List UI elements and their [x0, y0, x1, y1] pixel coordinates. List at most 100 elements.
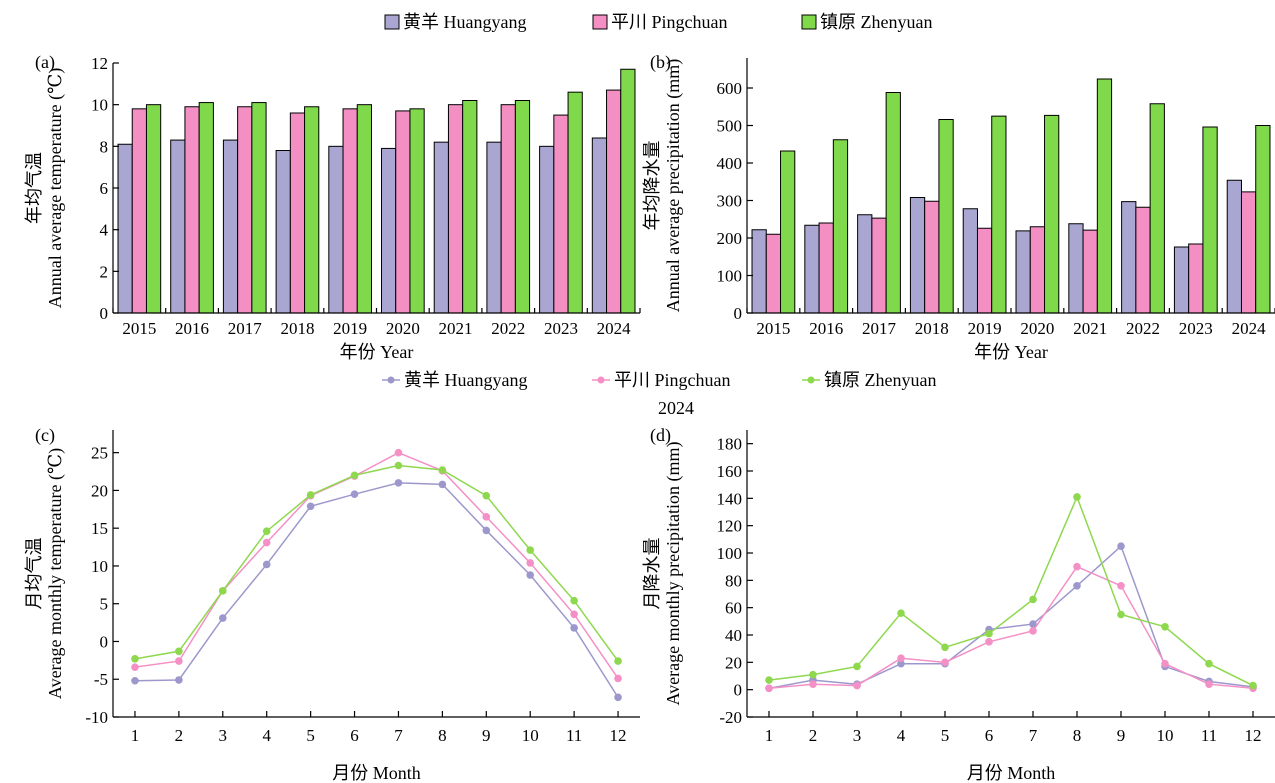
x-axis-label: 年份 Year	[340, 342, 414, 362]
y-tick-label: 0	[100, 304, 109, 323]
bar-huangyang	[751, 229, 767, 314]
bar-zhenyuan	[938, 119, 954, 314]
y-tick-label: 2	[100, 262, 109, 281]
data-point-pingchuan	[985, 638, 993, 646]
bar-zhenyuan	[145, 104, 162, 314]
y-axis-label-cn: 月均气温	[24, 538, 44, 610]
x-tick-label: 2023	[544, 319, 578, 338]
x-tick-label: 10	[522, 726, 539, 745]
y-axis-label-en: Average monthly precipitation (mm)	[663, 441, 684, 705]
bar-pingchuan	[553, 114, 569, 314]
y-axis-label: 月均气温Average monthly temperature (℃)	[24, 448, 66, 699]
y-tick-label: 400	[717, 154, 743, 173]
bar-pingchuan	[131, 108, 147, 314]
x-tick-label: 12	[1245, 726, 1262, 745]
y-axis-label-cn: 年均气温	[24, 152, 44, 224]
bar-pingchuan	[976, 227, 993, 314]
y-axis-label-en: Annual average precipitation (mm)	[663, 59, 684, 312]
data-point-zhenyuan	[482, 491, 491, 500]
bar-zhenyuan	[356, 104, 372, 314]
y-tick-label: 6	[100, 179, 109, 198]
data-point-zhenyuan	[438, 466, 447, 474]
x-tick-label: 2018	[280, 319, 314, 338]
data-point-huangyang	[1029, 620, 1037, 628]
x-tick-label: 2	[809, 726, 818, 745]
data-point-zhenyuan	[218, 587, 227, 595]
data-point-huangyang	[306, 502, 315, 511]
bar-zhenyuan	[1096, 78, 1113, 314]
y-tick-label: 80	[725, 571, 742, 590]
legend-line-label-zhenyuan: 镇原 Zhenyuan	[824, 370, 936, 390]
bar-pingchuan	[395, 110, 411, 314]
bar-pingchuan	[818, 222, 834, 314]
data-point-huangyang	[262, 560, 271, 569]
data-point-zhenyuan	[1073, 493, 1081, 501]
data-point-pingchuan	[175, 657, 183, 665]
y-axis-label: 年均降水量Annual average precipitation (mm)	[642, 59, 684, 312]
data-point-pingchuan	[614, 674, 622, 683]
series-line-pingchuan	[768, 565, 1254, 690]
x-tick-label: 2016	[809, 319, 843, 338]
y-tick-label: 12	[91, 54, 108, 73]
data-point-pingchuan	[897, 654, 905, 663]
legend-marker-zhenyuan	[807, 376, 815, 384]
bar-huangyang	[591, 137, 608, 314]
panel-label: (a)	[35, 52, 55, 73]
x-tick-label: 2017	[862, 319, 897, 338]
legend-swatch-huangyang	[384, 14, 400, 30]
x-tick-label: 1	[131, 726, 140, 745]
chart-d-precipitation-monthly: 1 2 3 4 5 6 7 8 9 10 11 12(d)-200204060801001201401…	[642, 425, 1275, 783]
legend-marker-pingchuan	[597, 376, 605, 384]
bar-huangyang	[1173, 246, 1190, 314]
bar-huangyang	[909, 197, 926, 314]
data-point-huangyang	[438, 480, 447, 489]
data-point-zhenyuan	[1249, 681, 1257, 690]
x-tick-label: 5	[306, 726, 315, 745]
year-label: 2024	[658, 398, 694, 418]
data-point-pingchuan	[1073, 562, 1081, 571]
x-tick-label: 8	[438, 726, 447, 745]
data-point-zhenyuan	[1029, 595, 1037, 604]
bar-zhenyuan	[567, 91, 583, 314]
y-tick-label: 20	[91, 481, 108, 500]
bar-pingchuan	[871, 217, 887, 314]
x-tick-label: 11	[1201, 726, 1217, 745]
bar-pingchuan	[1082, 229, 1098, 314]
bar-zhenyuan	[409, 108, 425, 314]
panel-label: (b)	[650, 52, 671, 73]
panel-label: (d)	[650, 425, 671, 446]
x-tick-label: 2020	[386, 319, 420, 338]
bar-huangyang	[962, 208, 978, 314]
x-tick-label: 6	[350, 726, 359, 745]
data-point-huangyang	[570, 624, 578, 632]
bar-zhenyuan	[885, 92, 901, 314]
bar-huangyang	[1015, 230, 1031, 314]
data-point-zhenyuan	[350, 471, 359, 480]
series-line-pingchuan	[134, 451, 619, 679]
data-point-huangyang	[1117, 542, 1125, 550]
y-tick-label: 140	[717, 489, 743, 508]
x-tick-label: 2021	[439, 319, 473, 338]
bar-zhenyuan	[780, 150, 796, 314]
x-tick-label: 9	[482, 726, 491, 745]
y-tick-label: 10	[91, 557, 108, 576]
x-tick-label: 3	[219, 726, 228, 745]
legend-label-huangyang: 黄羊 Huangyang	[403, 12, 526, 32]
bar-pingchuan	[1029, 226, 1046, 314]
y-tick-label: 120	[717, 517, 743, 536]
bar-zhenyuan	[991, 115, 1007, 314]
data-point-huangyang	[1073, 582, 1081, 590]
bar-pingchuan	[924, 200, 940, 314]
bar-pingchuan	[237, 106, 253, 314]
y-tick-label: 0	[100, 632, 109, 651]
data-point-pingchuan	[1205, 680, 1213, 688]
data-point-zhenyuan	[941, 643, 949, 652]
bar-zhenyuan	[304, 106, 320, 314]
y-axis-label-en: Average monthly temperature (℃)	[45, 448, 66, 699]
x-tick-label: 2024	[597, 319, 632, 338]
data-point-zhenyuan	[306, 491, 315, 499]
data-point-huangyang	[131, 676, 139, 685]
data-point-zhenyuan	[262, 527, 271, 536]
bar-huangyang	[1121, 201, 1137, 314]
data-point-pingchuan	[482, 513, 491, 521]
